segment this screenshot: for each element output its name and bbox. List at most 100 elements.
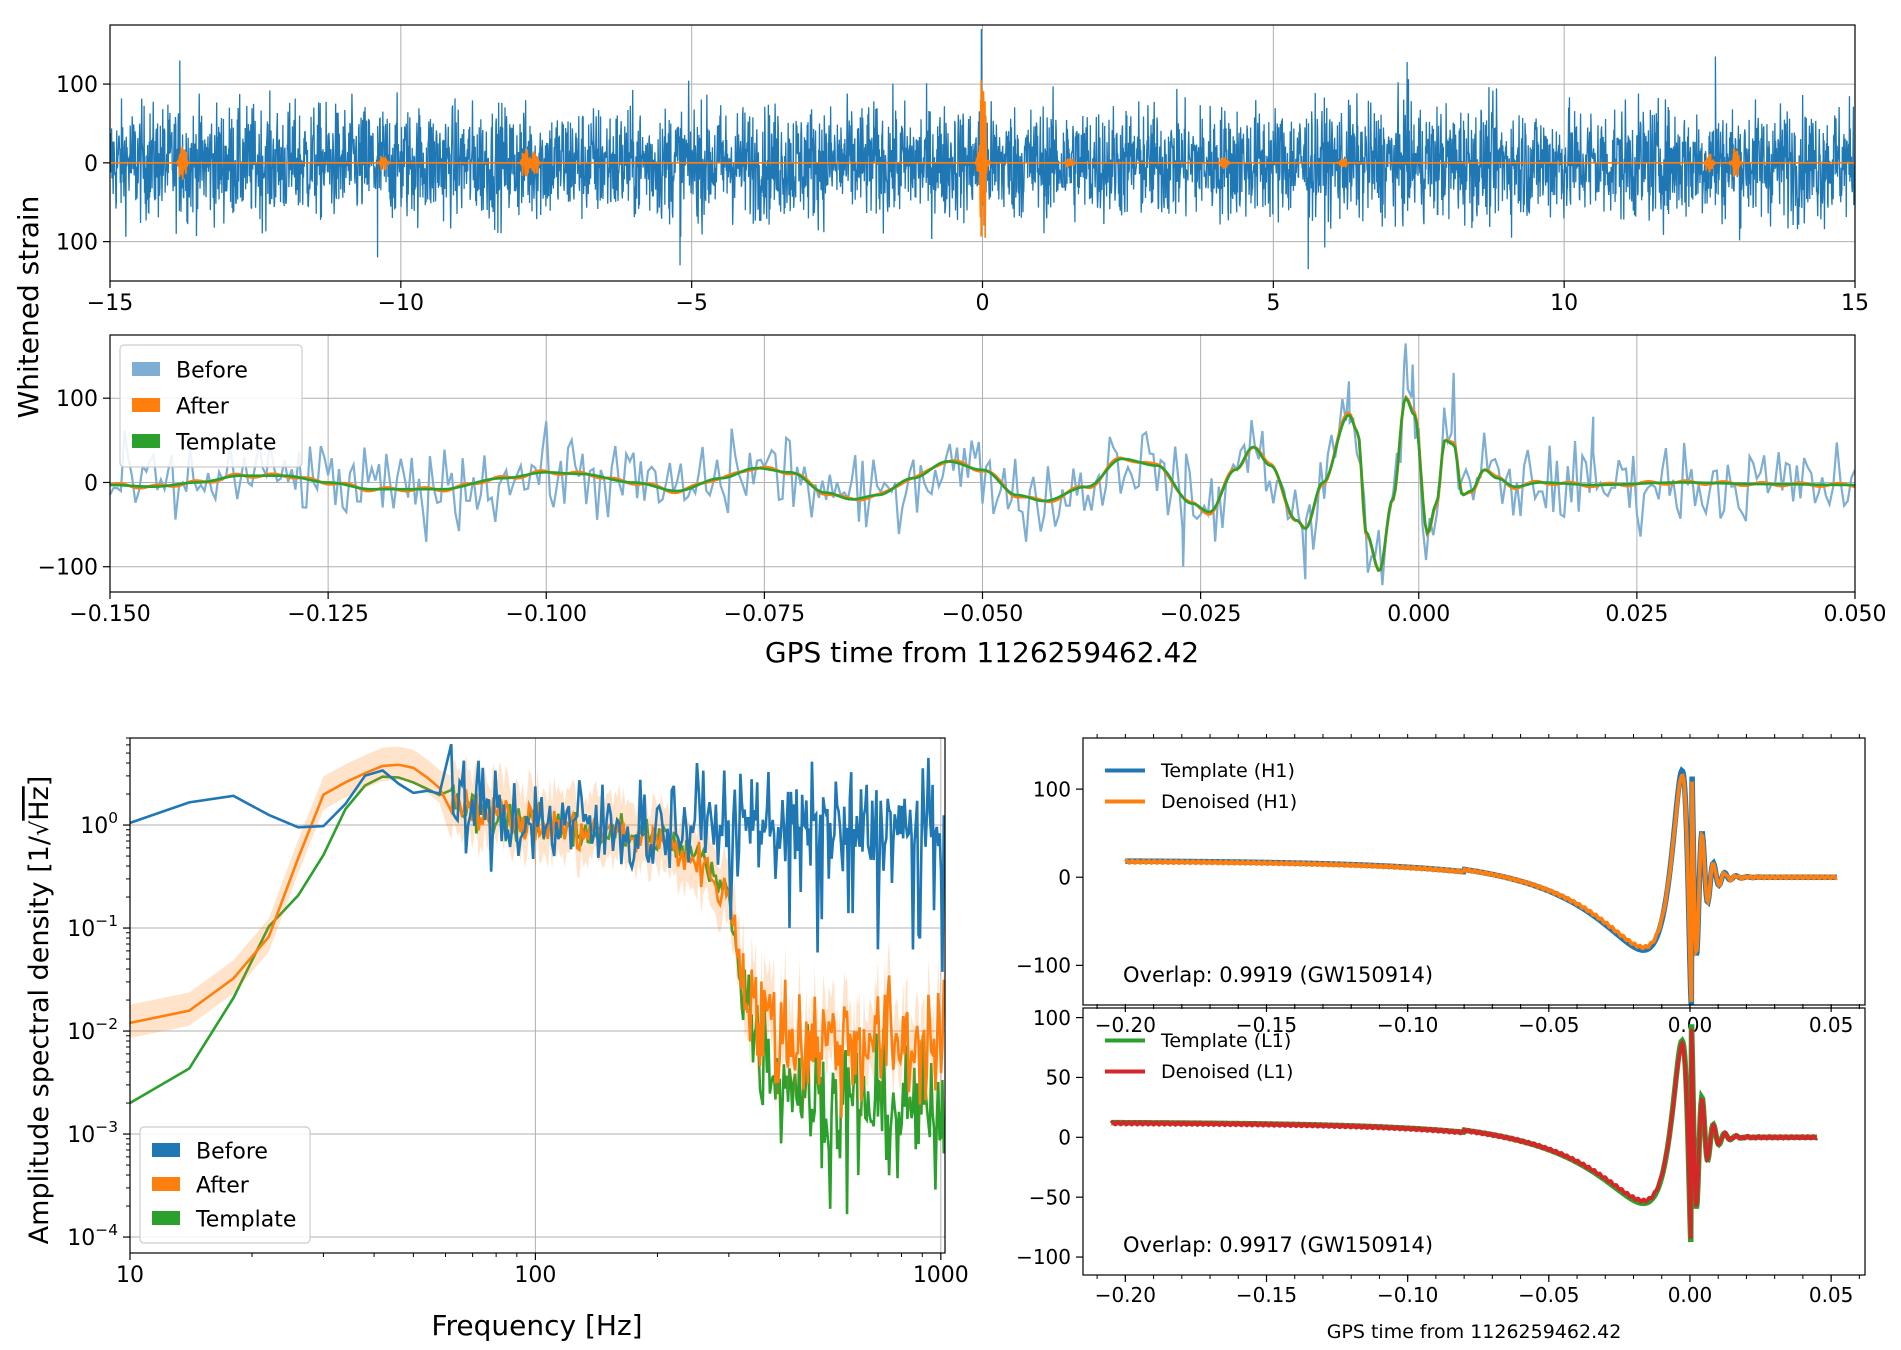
x-tick-label: 1000 bbox=[913, 1263, 969, 1288]
x-tick-label: 0.025 bbox=[1605, 602, 1668, 627]
panel-a-plot-area bbox=[110, 28, 1855, 270]
panel-c-x-axis-label: Frequency [Hz] bbox=[431, 1309, 642, 1342]
x-tick-label: −0.05 bbox=[1518, 1283, 1579, 1307]
panel-c-plot-area bbox=[130, 743, 945, 1215]
x-tick-label: −0.050 bbox=[942, 602, 1023, 627]
panel-c-y-label-close: ] bbox=[24, 776, 55, 787]
y-tick-label: 0 bbox=[1058, 865, 1071, 889]
legend-label: Template bbox=[195, 1208, 296, 1233]
panel-c-frame bbox=[129, 737, 946, 1254]
y-tick-label: −100 bbox=[1016, 1245, 1071, 1269]
legend-frame bbox=[139, 1126, 311, 1244]
y-tick-label: 100 bbox=[1033, 1006, 1071, 1030]
x-tick-label: −0.100 bbox=[506, 602, 587, 627]
legend-label: Before bbox=[196, 1140, 268, 1165]
panel-e-overlap-annotation: Overlap: 0.9917 (GW150914) bbox=[1123, 1233, 1433, 1257]
x-tick-label: 100 bbox=[514, 1263, 556, 1288]
panel-c-y-label-text: Amplitude spectral density [1/ bbox=[24, 835, 55, 1244]
panel-b-ticks: −0.150 −0.125 −0.100 −0.075 −0.050 −0.025 0.00… bbox=[38, 387, 1887, 627]
panel-b-before-series bbox=[110, 343, 1855, 586]
y-tick-label: 0 bbox=[84, 152, 98, 177]
panel-e-frame bbox=[1082, 1007, 1866, 1276]
legend-label: Denoised (L1) bbox=[1161, 1061, 1293, 1083]
panel-b-grid bbox=[109, 335, 1856, 592]
shared-y-axis-label: Whitened strain bbox=[12, 196, 45, 419]
legend-label: Denoised (H1) bbox=[1161, 791, 1297, 813]
panel-e-l1-overlap: −0.20 −0.15 −0.10 −0.05 0.00 0.05 100 50 0 −50 −10… bbox=[1016, 1004, 1866, 1343]
y-tick-label: 100 bbox=[80, 809, 118, 839]
panel-c-before-series bbox=[130, 743, 945, 972]
panel-e-ticks: −0.20 −0.15 −0.10 −0.05 0.00 0.05 100 50 0 −50 −10… bbox=[1016, 1004, 1860, 1307]
panel-e-denoised-series bbox=[1109, 1028, 1819, 1239]
x-tick-label: 0.050 bbox=[1824, 602, 1887, 627]
panel-a-ticks: −15 −10 −5 0 5 10 15 100 0 100 bbox=[56, 73, 1869, 316]
panel-d-frame bbox=[1082, 737, 1866, 1006]
panel-b-plot-area bbox=[110, 343, 1855, 586]
x-tick-label: −0.15 bbox=[1236, 1283, 1297, 1307]
panel-e-x-axis-label: GPS time from 1126259462.42 bbox=[1327, 1321, 1622, 1343]
y-tick-label: 50 bbox=[1046, 1066, 1071, 1090]
x-tick-label: −0.125 bbox=[287, 602, 368, 627]
legend-swatch bbox=[152, 1143, 180, 1157]
y-tick-label: 100 bbox=[56, 231, 98, 256]
x-tick-label: −0.075 bbox=[724, 602, 805, 627]
panel-c-spectral-density: 10 100 1000 100 10−1 10−2 10−3 10−4 Before After… bbox=[24, 737, 969, 1342]
x-tick-label: −0.10 bbox=[1377, 1283, 1438, 1307]
y-tick-label: 10−4 bbox=[67, 1221, 118, 1251]
panel-c-y-axis-label: Amplitude spectral density [1/√Hz] bbox=[24, 776, 55, 1245]
y-tick-label: 10−2 bbox=[67, 1015, 118, 1045]
panel-d-overlap-annotation: Overlap: 0.9919 (GW150914) bbox=[1123, 963, 1433, 987]
y-tick-label: 100 bbox=[56, 73, 98, 98]
y-tick-label: 10−3 bbox=[67, 1118, 118, 1148]
y-tick-label: 10−1 bbox=[67, 912, 118, 942]
svg-text:Amplitude spectral density [1/: Amplitude spectral density [1/√Hz] bbox=[24, 776, 55, 1245]
panel-c-legend: Before After Template bbox=[139, 1126, 311, 1244]
panel-a-after-series bbox=[110, 80, 1855, 238]
legend-label: After bbox=[176, 395, 230, 420]
panel-b-template-series bbox=[110, 395, 1855, 572]
legend-label: Template bbox=[175, 431, 276, 456]
y-tick-label: 0 bbox=[84, 471, 98, 496]
x-tick-label: −0.20 bbox=[1095, 1283, 1156, 1307]
x-tick-label: 0.05 bbox=[1809, 1283, 1854, 1307]
x-tick-label: −0.20 bbox=[1095, 1013, 1156, 1037]
panel-e-legend: Template (L1) Denoised (L1) bbox=[1105, 1030, 1293, 1083]
shared-x-axis-label: GPS time from 1126259462.42 bbox=[765, 636, 1199, 669]
y-tick-label: −50 bbox=[1029, 1185, 1071, 1209]
legend-swatch bbox=[152, 1211, 180, 1225]
panel-c-after-series bbox=[130, 763, 945, 1118]
panel-d-denoised-series bbox=[1123, 773, 1838, 1002]
x-tick-label: 0 bbox=[976, 291, 990, 316]
legend-label: Template (H1) bbox=[1160, 760, 1295, 782]
legend-swatch bbox=[132, 434, 160, 448]
legend-label: After bbox=[196, 1174, 250, 1199]
x-tick-label: 0.05 bbox=[1809, 1013, 1854, 1037]
legend-label: Template (L1) bbox=[1160, 1030, 1291, 1052]
panel-c-y-label-hz: Hz bbox=[24, 786, 55, 820]
panel-d-legend: Template (H1) Denoised (H1) bbox=[1105, 760, 1297, 813]
legend-label: Before bbox=[176, 359, 248, 384]
x-tick-label: 10 bbox=[1550, 291, 1578, 316]
x-tick-label: −0.05 bbox=[1518, 1013, 1579, 1037]
panel-d-plot-area bbox=[1123, 766, 1838, 1005]
x-tick-label: −0.10 bbox=[1377, 1013, 1438, 1037]
x-tick-label: 15 bbox=[1841, 291, 1869, 316]
panel-b-legend: Before After Template bbox=[119, 344, 303, 468]
panel-a-full-strain: −15 −10 −5 0 5 10 15 100 0 100 bbox=[56, 24, 1869, 316]
y-tick-label: 100 bbox=[56, 387, 98, 412]
legend-swatch bbox=[132, 398, 160, 412]
x-tick-label: −0.025 bbox=[1160, 602, 1241, 627]
legend-swatch bbox=[132, 362, 160, 376]
x-tick-label: −10 bbox=[378, 291, 424, 316]
panel-e-plot-area bbox=[1109, 1024, 1819, 1243]
panel-b-zoom-strain: −0.150 −0.125 −0.100 −0.075 −0.050 −0.025 0.00… bbox=[38, 334, 1887, 627]
panel-c-ticks: 10 100 1000 100 10−1 10−2 10−3 10−4 bbox=[67, 737, 969, 1288]
y-tick-label: 100 bbox=[1033, 777, 1071, 801]
x-tick-label: −15 bbox=[87, 291, 133, 316]
x-tick-label: 0.00 bbox=[1668, 1283, 1713, 1307]
x-tick-label: 5 bbox=[1266, 291, 1280, 316]
x-tick-label: −5 bbox=[675, 291, 707, 316]
